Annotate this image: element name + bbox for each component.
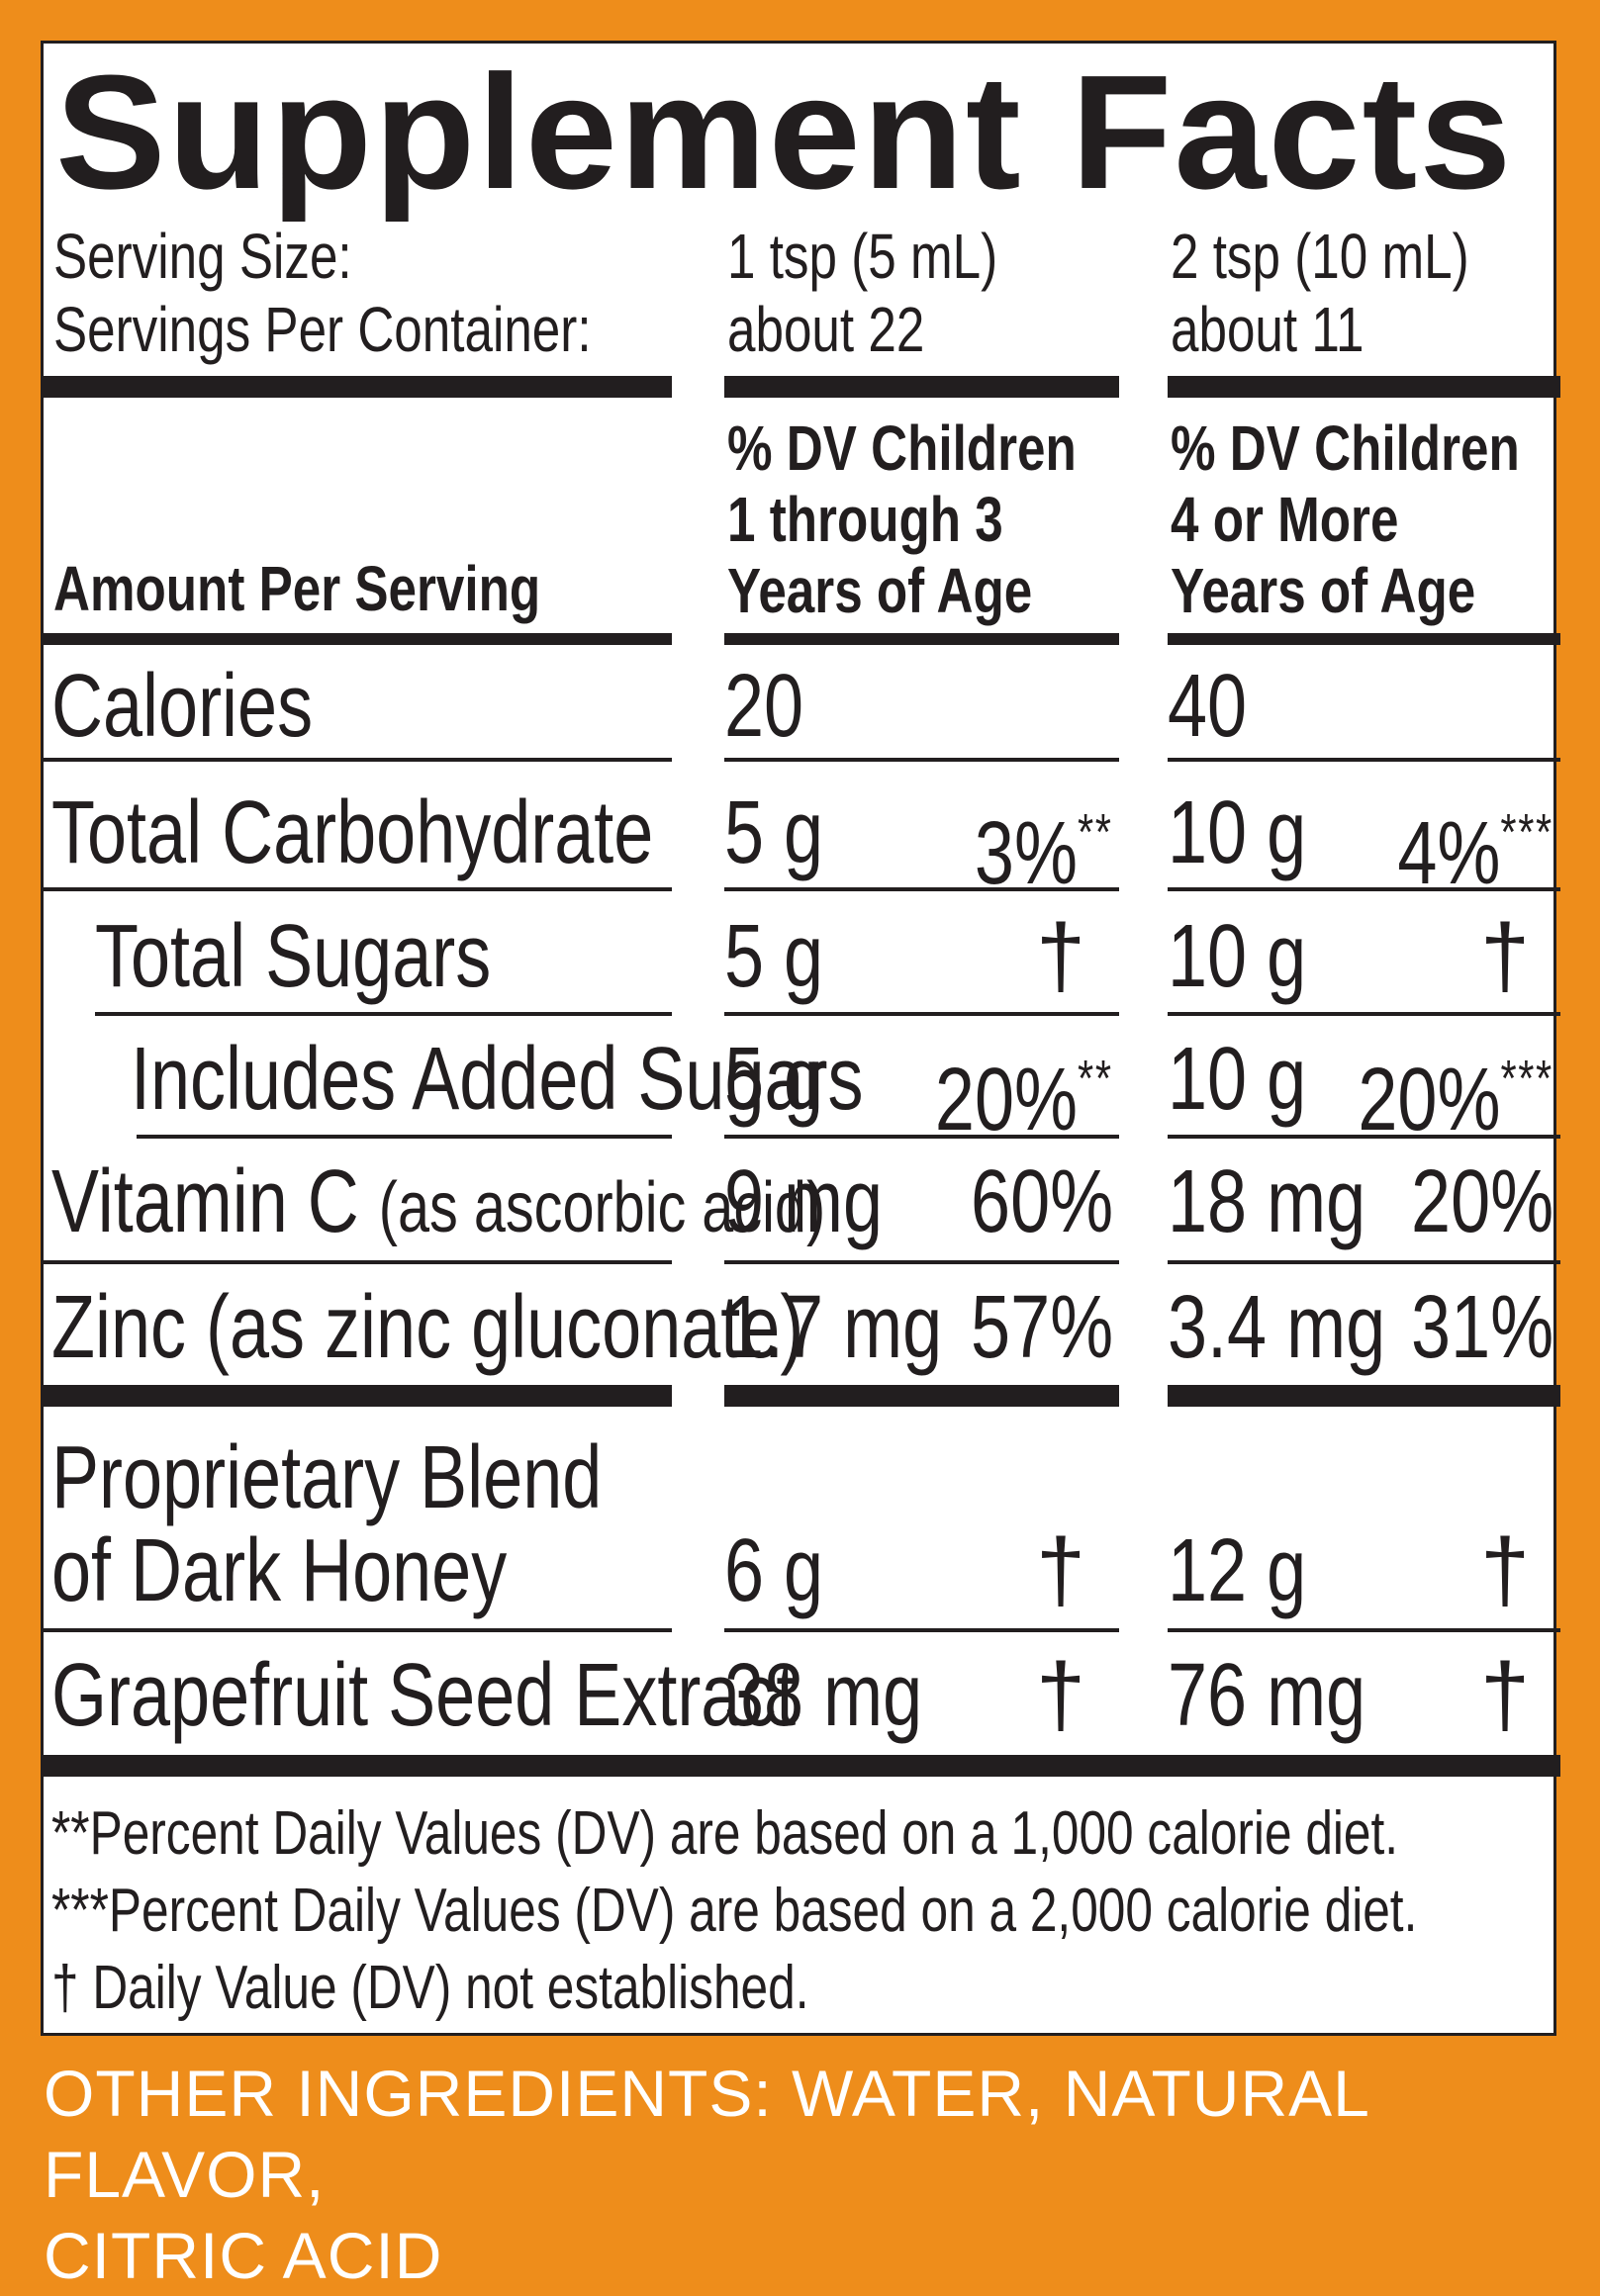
vitc-col2-amount: 18 mg [1168, 1152, 1366, 1251]
carb-col1-dv: 3%** [975, 804, 1113, 903]
added-col1-dv: 20%** [935, 1051, 1113, 1149]
divider-thick [724, 1385, 1119, 1407]
col1-header-line2: 1 through 3 [727, 484, 1003, 555]
other-ingredients-line1: OTHER INGREDIENTS: WATER, NATURAL FLAVOR… [44, 2057, 1368, 2211]
zinc-col1-dv: 57% [970, 1278, 1113, 1377]
divider-medium [1168, 633, 1560, 645]
carb-col2-dv: 4%*** [1397, 804, 1553, 903]
divider-thin [1168, 1260, 1560, 1264]
col1-serving-size: 1 tsp (5 mL) [727, 221, 998, 292]
divider-thick [44, 1755, 1560, 1777]
sugars-col2-amount: 10 g [1168, 907, 1307, 1006]
honey-col1-amount: 6 g [724, 1521, 824, 1620]
sugars-col1-dv: † [1036, 907, 1086, 1006]
vitc-col1-amount: 9 mg [724, 1152, 884, 1251]
divider-thin [44, 1260, 672, 1264]
honey-label-line1: Proprietary Blend [51, 1428, 603, 1527]
total-carbohydrate-label: Total Carbohydrate [51, 783, 654, 882]
other-ingredients: OTHER INGREDIENTS: WATER, NATURAL FLAVOR… [44, 2053, 1600, 2296]
divider-thin [44, 758, 672, 762]
divider-thick [724, 376, 1119, 398]
divider-thick [1168, 1385, 1560, 1407]
footnote-1000-cal: **Percent Daily Values (DV) are based on… [51, 1799, 1399, 1868]
vitc-col2-dv: 20% [1410, 1152, 1553, 1251]
col2-header-line2: 4 or More [1171, 484, 1399, 555]
serving-size-label: Serving Size: [53, 221, 352, 292]
zinc-col2-amount: 3.4 mg [1168, 1278, 1386, 1377]
vitamin-c-label: Vitamin C (as ascorbic acid) [51, 1152, 826, 1251]
zinc-col2-dv: 31% [1410, 1278, 1553, 1377]
col2-header-line3: Years of Age [1171, 555, 1476, 626]
added-sugars-label: Includes Added Sugars [131, 1030, 864, 1129]
calories-label: Calories [51, 657, 314, 756]
honey-col2-amount: 12 g [1168, 1521, 1307, 1620]
divider-thin [724, 887, 1119, 891]
divider-thin [724, 758, 1119, 762]
honey-label-line2: of Dark Honey [51, 1521, 508, 1620]
carb-col2-amount: 10 g [1168, 783, 1307, 882]
gse-col1-amount: 38 mg [724, 1646, 923, 1745]
servings-per-container-label: Servings Per Container: [53, 294, 592, 365]
gse-col1-dv: † [1036, 1646, 1086, 1745]
divider-thin [1168, 758, 1560, 762]
other-ingredients-line2: CITRIC ACID [44, 2219, 443, 2292]
divider-thin [44, 1628, 672, 1632]
footnote-2000-cal: ***Percent Daily Values (DV) are based o… [51, 1877, 1418, 1945]
divider-medium [724, 633, 1119, 645]
divider-thin [1168, 887, 1560, 891]
gse-label: Grapefruit Seed Extract [51, 1646, 797, 1745]
divider-thin [137, 1135, 672, 1139]
gse-col2-dv: † [1480, 1646, 1531, 1745]
added-col1-amount: 5 g [724, 1030, 824, 1129]
col1-header-line1: % DV Children [727, 413, 1077, 484]
added-col2-amount: 10 g [1168, 1030, 1307, 1129]
sugars-col2-dv: † [1480, 907, 1531, 1006]
col1-header-line3: Years of Age [727, 555, 1033, 626]
zinc-label: Zinc (as zinc gluconate) [51, 1278, 804, 1377]
col2-header-line1: % DV Children [1171, 413, 1520, 484]
divider-thin [724, 1012, 1119, 1016]
divider-thin [1168, 1012, 1560, 1016]
honey-col2-dv: † [1480, 1521, 1531, 1620]
divider-thin [44, 887, 672, 891]
zinc-col1-amount: 1.7 mg [724, 1278, 943, 1377]
vitc-col1-dv: 60% [970, 1152, 1113, 1251]
col2-serving-size: 2 tsp (10 mL) [1171, 221, 1469, 292]
sugars-col1-amount: 5 g [724, 907, 824, 1006]
panel-title: Supplement Facts [55, 42, 1514, 223]
total-sugars-label: Total Sugars [95, 907, 492, 1006]
divider-thin [724, 1628, 1119, 1632]
carb-col1-amount: 5 g [724, 783, 824, 882]
divider-thin [724, 1260, 1119, 1264]
footnote-dv-not-established: † Daily Value (DV) not established. [51, 1954, 809, 2022]
calories-col1: 20 [724, 657, 804, 756]
divider-thin [1168, 1135, 1560, 1139]
honey-col1-dv: † [1036, 1521, 1086, 1620]
divider-thick [44, 1385, 672, 1407]
divider-thick [44, 376, 672, 398]
added-col2-dv: 20%*** [1358, 1051, 1553, 1149]
amount-per-serving-label: Amount Per Serving [53, 553, 541, 624]
divider-thin [1168, 1628, 1560, 1632]
divider-thin [724, 1135, 1119, 1139]
gse-col2-amount: 76 mg [1168, 1646, 1366, 1745]
supplement-facts-panel: Supplement Facts Serving Size: Servings … [41, 41, 1560, 2036]
col2-servings: about 11 [1171, 294, 1365, 365]
calories-col2: 40 [1168, 657, 1248, 756]
col1-servings: about 22 [727, 294, 925, 365]
divider-thin [95, 1012, 672, 1016]
divider-medium [44, 633, 672, 645]
divider-thick [1168, 376, 1560, 398]
